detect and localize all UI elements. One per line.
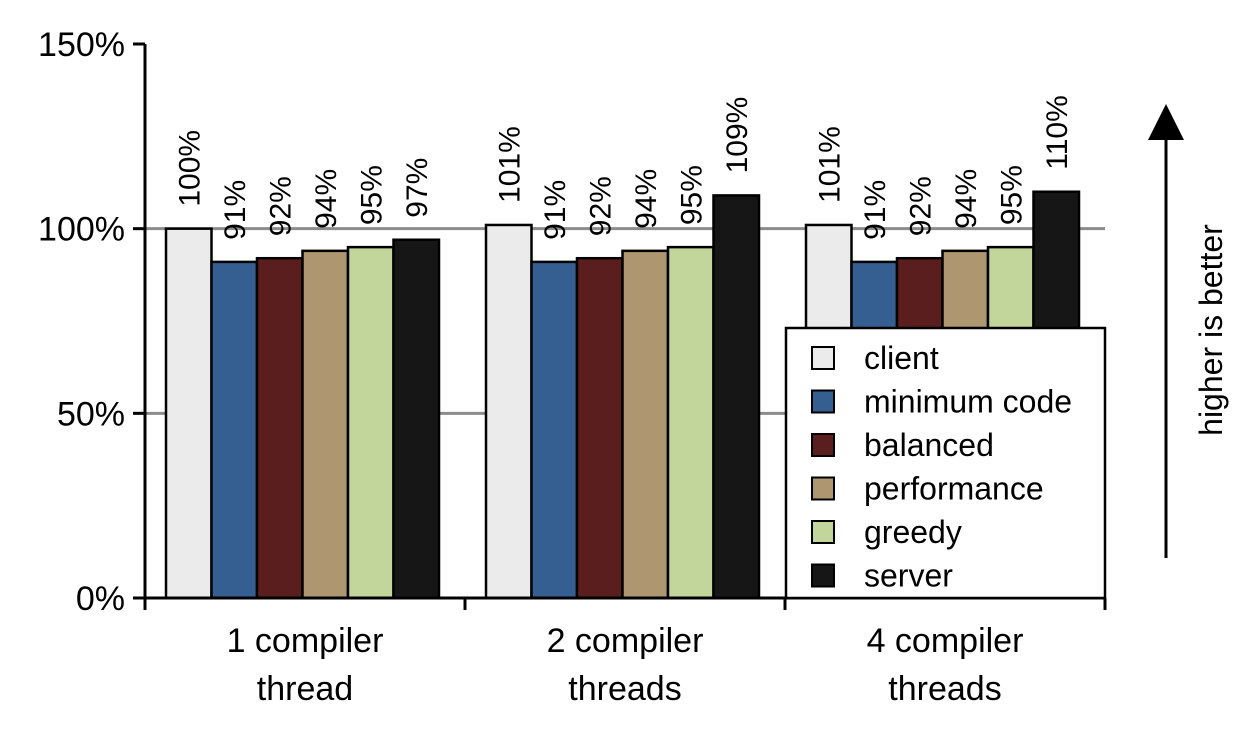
annotation-text: higher is better (1193, 224, 1229, 436)
x-tick-label: threads (888, 670, 1001, 708)
bar-minimum-code (210, 260, 259, 600)
bar-server (392, 238, 441, 600)
data-label: 95% (356, 165, 389, 225)
data-label: 91% (859, 180, 892, 240)
y-tick-label: 50% (57, 395, 125, 433)
legend-swatch (811, 433, 835, 457)
data-label: 94% (630, 169, 663, 229)
data-label: 101% (814, 126, 847, 203)
annotation: higher is better (1148, 104, 1229, 558)
legend-swatch (811, 476, 835, 501)
legend-label[interactable]: greedy (864, 514, 962, 550)
bar-client (164, 227, 213, 600)
bar-server (712, 194, 761, 600)
legend-label[interactable]: minimum code (864, 384, 1072, 420)
data-labels: 100% 101% 101% 91% 91% 91% 92% 92% 92% 94% 94% 94% 9… (174, 95, 1075, 240)
axes: 0% 50% 100% 150% 1 compiler thread 2 compiler t… (38, 26, 1107, 708)
bar-performance (621, 249, 670, 600)
legend-swatch (811, 389, 835, 414)
data-label: 94% (950, 169, 983, 229)
legend-swatch (811, 520, 835, 544)
legend-label[interactable]: balanced (864, 427, 994, 463)
y-tick-label: 150% (38, 26, 125, 64)
legend-label[interactable]: client (864, 340, 939, 376)
bar-greedy (666, 245, 715, 600)
data-label: 94% (310, 169, 343, 229)
data-label: 91% (539, 180, 572, 240)
data-label: 92% (585, 176, 618, 236)
legend-swatch (811, 346, 835, 370)
bar-balanced (255, 256, 304, 600)
bar-performance (301, 249, 350, 600)
legend-swatch (811, 563, 835, 588)
arrow-up-icon (1148, 104, 1184, 140)
x-tick-label: thread (257, 670, 353, 708)
data-label: 101% (494, 126, 527, 203)
legend[interactable]: client minimum code balanced performance gre… (784, 326, 1107, 600)
bar-minimum-code (530, 260, 579, 600)
legend-label[interactable]: performance (864, 471, 1044, 507)
x-tick-label: 1 compiler (227, 622, 384, 660)
bar-client (484, 223, 533, 600)
data-label: 97% (401, 158, 434, 218)
legend-label[interactable]: server (864, 558, 953, 594)
data-label: 95% (676, 165, 709, 225)
x-tick-label: 4 compiler (867, 622, 1024, 660)
x-tick-label: 2 compiler (547, 622, 704, 660)
legend-box (784, 326, 1107, 600)
data-label: 91% (219, 180, 252, 240)
bar-balanced (575, 256, 624, 600)
y-tick-label: 0% (76, 580, 125, 618)
data-label: 92% (905, 176, 938, 236)
y-tick-label: 100% (38, 211, 125, 249)
bar-greedy (346, 245, 395, 600)
x-tick-label: threads (568, 670, 681, 708)
data-label: 110% (1041, 95, 1074, 170)
data-label: 100% (174, 130, 207, 207)
data-label: 92% (265, 176, 298, 236)
data-label: 109% (721, 97, 754, 174)
data-label: 95% (996, 165, 1029, 225)
